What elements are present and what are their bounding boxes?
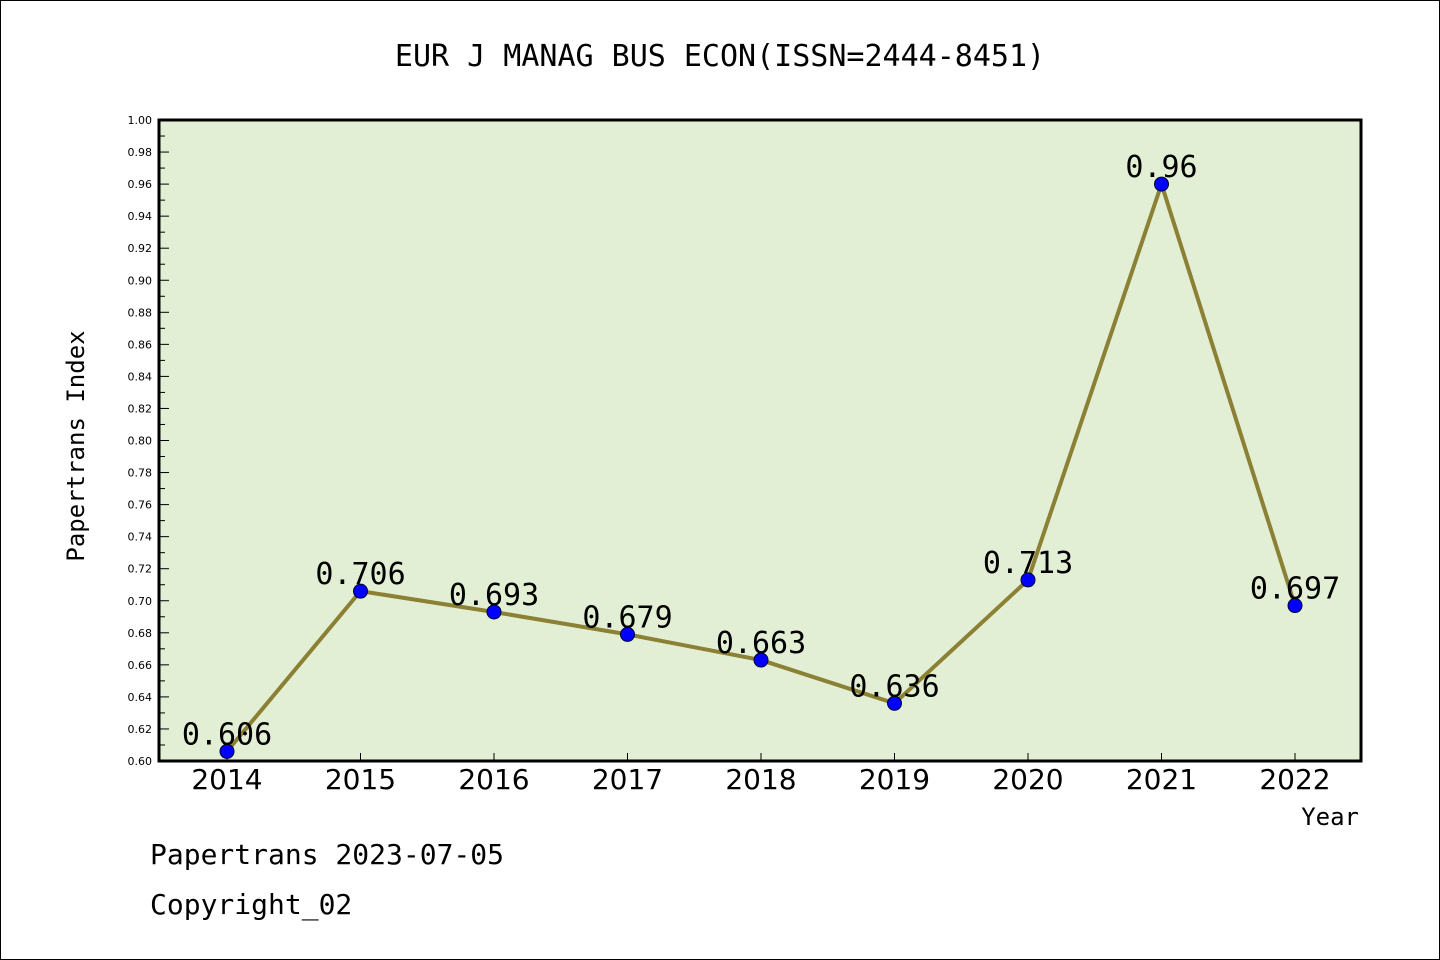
y-axis-label: Papertrans Index [62,330,90,561]
footer-date: Papertrans 2023-07-05 [150,838,504,871]
y-tick-label: 1.00 [128,114,153,127]
x-tick-label: 2017 [592,763,663,796]
y-tick-label: 0.78 [128,467,153,480]
y-tick-label: 0.76 [128,499,153,512]
y-tick-label: 0.90 [128,274,153,287]
y-tick-label: 0.82 [128,402,153,415]
y-tick-label: 0.80 [128,435,153,448]
chart-title: EUR J MANAG BUS ECON(ISSN=2444-8451) [395,39,1045,74]
x-tick-label: 2022 [1259,763,1330,796]
x-tick-label: 2019 [859,763,930,796]
y-tick-label: 0.86 [128,338,153,351]
y-tick-label: 0.70 [128,595,153,608]
y-tick-label: 0.84 [128,370,153,383]
y-axis: 0.60 0.62 0.64 0.66 0.68 0.70 0.72 0.74 0.76 0.78… [128,114,169,768]
data-point [1020,572,1036,588]
x-tick-label: 2021 [1126,763,1197,796]
y-tick-label: 0.92 [128,242,153,255]
y-tick-label: 0.98 [128,146,153,159]
series-markers [219,176,1303,759]
data-labels: 0.606 0.706 0.693 0.679 0.663 0.636 0.713 0.96 0… [182,150,1340,752]
y-tick-label: 0.66 [128,659,153,672]
y-tick-label: 0.62 [128,723,153,736]
data-label: 0.713 [983,546,1073,581]
y-tick-label: 0.94 [128,210,153,223]
data-point [353,583,368,599]
x-tick-label: 2018 [725,763,796,796]
data-point [1154,176,1169,192]
data-label: 0.697 [1250,572,1340,607]
data-point [753,652,769,668]
data-point [219,743,235,759]
data-label: 0.663 [716,626,806,661]
data-label: 0.679 [582,600,672,635]
data-label: 0.636 [849,669,939,704]
y-tick-label: 0.60 [128,755,153,768]
y-tick-label: 0.68 [128,627,153,640]
data-point [620,626,635,642]
y-tick-label: 0.64 [128,691,153,704]
y-tick-label: 0.96 [128,178,153,191]
y-tick-label: 0.72 [128,563,153,576]
x-axis: 2014 2015 2016 2017 2018 2019 2020 2021 2022 [191,753,1331,796]
data-label: 0.606 [182,717,272,752]
data-point [1287,598,1303,614]
footer-copyright: Copyright_02 [150,888,352,922]
y-tick-label: 0.74 [128,531,153,544]
x-axis-label: Year [1301,803,1359,831]
data-point [486,604,502,620]
data-point [887,695,902,711]
x-tick-label: 2015 [325,763,396,796]
x-tick-label: 2014 [191,763,262,796]
x-tick-label: 2016 [458,763,529,796]
data-label: 0.693 [449,578,539,613]
data-label: 0.706 [315,557,405,592]
y-tick-label: 0.88 [128,306,153,319]
data-label: 0.96 [1125,150,1197,185]
x-tick-label: 2020 [992,763,1063,796]
